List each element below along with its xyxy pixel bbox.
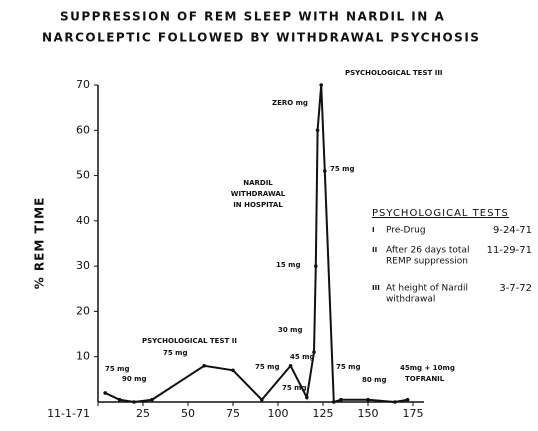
data-point	[339, 397, 343, 402]
data-point	[393, 400, 397, 404]
table-date: 3-7-72	[499, 283, 532, 294]
data-point	[132, 400, 136, 404]
data-point	[314, 264, 318, 268]
annotation: 75 mg	[105, 365, 129, 373]
data-point	[319, 83, 324, 87]
data-point	[150, 397, 154, 402]
y-axis-label: % REM TIME	[33, 197, 47, 290]
annotation: PSYCHOLOGICAL TEST II	[142, 337, 237, 345]
y-tick-label: 40	[76, 214, 90, 227]
data-point	[315, 128, 320, 133]
annotation: 90 mg	[122, 375, 146, 383]
table-text: REMP suppression	[386, 257, 468, 267]
y-tick-label: 10	[76, 350, 90, 363]
annotation: 75 mg	[336, 363, 360, 371]
table-text: After 26 days total	[386, 246, 469, 256]
annotation: 15 mg	[276, 261, 300, 269]
data-point	[103, 391, 107, 395]
x-tick-label: 25	[136, 407, 150, 420]
annotation: 45 mg	[290, 353, 314, 361]
annotation: 75 mg	[282, 384, 306, 392]
table-numeral: II	[372, 246, 377, 254]
data-point	[288, 363, 293, 368]
x-tick-label: 150	[358, 407, 379, 420]
annotation: 75 mg	[163, 349, 187, 357]
x-tick-label: 175	[403, 407, 424, 420]
y-tick-label: 60	[76, 123, 90, 136]
annotation: PSYCHOLOGICAL TEST III	[345, 69, 443, 77]
data-point	[405, 397, 410, 402]
annotation: 75 mg	[255, 363, 279, 371]
y-tick-label: 20	[76, 304, 90, 317]
data-line	[104, 84, 408, 404]
annotation: ZERO mg	[272, 99, 308, 107]
y-tick-label: 70	[76, 78, 90, 91]
annotation: 45mg + 10mg	[400, 364, 455, 372]
table-text: withdrawal	[386, 295, 435, 305]
y-tick-label: 50	[76, 169, 90, 182]
table-date: 9-24-71	[493, 225, 532, 236]
table-numeral: I	[372, 226, 375, 234]
table-text: Pre-Drug	[386, 226, 426, 236]
data-point	[323, 169, 327, 173]
table-title: PSYCHOLOGICAL TESTS	[372, 208, 509, 219]
annotation: 30 mg	[278, 326, 302, 334]
data-point	[332, 400, 336, 404]
annotation: TOFRANIL	[405, 375, 445, 383]
annotation: IN HOSPITAL	[233, 201, 283, 209]
table-text: At height of Nardil	[386, 284, 468, 294]
data-point	[366, 397, 370, 402]
x-tick-label: 125	[313, 407, 334, 420]
table-numeral: III	[372, 284, 380, 292]
data-point	[117, 397, 122, 402]
table-date: 11-29-71	[487, 245, 532, 256]
data-point	[202, 363, 206, 368]
annotation: 75 mg	[330, 165, 354, 173]
y-tick-label: 30	[76, 259, 90, 272]
annotation: NARDIL	[243, 179, 273, 187]
x-tick-label: 100	[268, 407, 289, 420]
data-point	[231, 368, 235, 373]
data-point	[305, 395, 309, 400]
data-point	[312, 350, 316, 354]
chart-title: NARCOLEPTIC FOLLOWED BY WITHDRAWAL PSYCH…	[42, 31, 480, 45]
annotation: 80 mg	[362, 376, 386, 384]
chart-title: SUPPRESSION OF REM SLEEP WITH NARDIL IN …	[60, 10, 445, 24]
data-point	[260, 397, 264, 402]
x-tick-label: 11-1-71	[47, 407, 90, 420]
x-tick-label: 50	[181, 407, 195, 420]
x-tick-label: 75	[226, 407, 240, 420]
annotation: WITHDRAWAL	[231, 190, 286, 198]
